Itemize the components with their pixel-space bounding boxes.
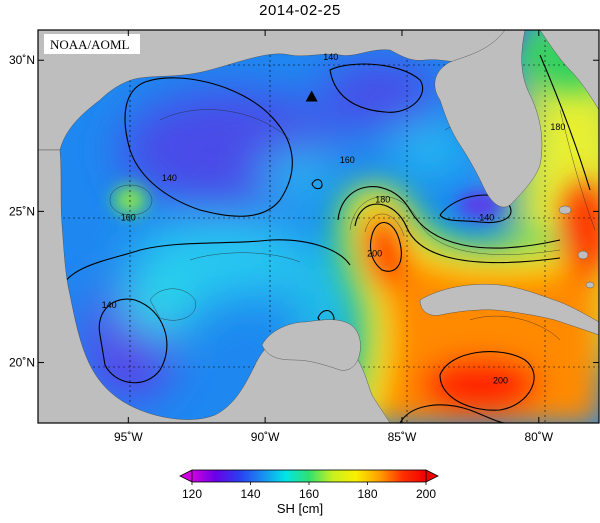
contour-label: 140 bbox=[162, 173, 177, 183]
contour-labels: 140 140 160 140 160 180 200 140 180 200 bbox=[102, 52, 566, 385]
land-cuba bbox=[419, 284, 599, 336]
land-us-gulf-coast bbox=[38, 30, 506, 151]
lon-tick-label: 80˚W bbox=[524, 430, 553, 444]
agency-stamp-text: NOAA/AOML bbox=[50, 37, 130, 52]
colorbar-tick-label: 200 bbox=[416, 487, 436, 501]
land-islet bbox=[585, 281, 595, 289]
contour-label: 140 bbox=[323, 52, 338, 62]
colorbar-tick-label: 120 bbox=[182, 487, 202, 501]
contour-label: 160 bbox=[121, 212, 136, 222]
land-florida-east bbox=[539, 30, 599, 111]
lon-tick-label: 95˚W bbox=[114, 430, 143, 444]
contour-lines-thin bbox=[109, 109, 596, 341]
landmasses bbox=[38, 30, 599, 423]
land-islet bbox=[558, 205, 572, 215]
land-islet bbox=[577, 250, 589, 260]
map-axes: 95˚W 90˚W 85˚W 80˚W 30˚N 25˚N 20˚N bbox=[9, 30, 599, 444]
colorbar-gradient bbox=[191, 469, 427, 483]
map-frame bbox=[37, 29, 600, 424]
colorbar-label: SH [cm] bbox=[276, 501, 324, 516]
colorbar-tick-label: 140 bbox=[240, 487, 260, 501]
contour-label: 140 bbox=[479, 212, 494, 222]
colorbar-tick-label: 180 bbox=[357, 487, 377, 501]
contour-lines bbox=[59, 54, 591, 423]
land-yucatan bbox=[261, 319, 361, 371]
lat-tick-label: 20˚N bbox=[9, 356, 35, 370]
contour-label: 180 bbox=[375, 194, 390, 204]
contour-label: 160 bbox=[340, 155, 355, 165]
lat-tick-label: 30˚N bbox=[9, 53, 35, 67]
contour-label: 140 bbox=[102, 300, 117, 310]
colorbar-max-arrow-icon bbox=[425, 469, 439, 483]
land-florida bbox=[434, 30, 543, 208]
colorbar: 120 140 160 180 200 bbox=[179, 469, 439, 501]
triangle-marker-icon bbox=[305, 90, 318, 102]
contour-label: 200 bbox=[493, 376, 508, 386]
station-marker bbox=[305, 90, 318, 102]
agency-stamp: NOAA/AOML bbox=[44, 34, 140, 54]
colorbar-min-arrow-icon bbox=[179, 469, 193, 483]
lon-tick-label: 90˚W bbox=[251, 430, 280, 444]
lat-tick-label: 25˚N bbox=[9, 204, 35, 218]
contour-label: 180 bbox=[550, 122, 565, 132]
lon-tick-label: 85˚W bbox=[388, 430, 417, 444]
colorbar-tick-label: 160 bbox=[299, 487, 319, 501]
map-title: 2014-02-25 bbox=[259, 2, 341, 19]
map-area bbox=[38, 30, 599, 423]
contour-label: 200 bbox=[367, 249, 382, 259]
